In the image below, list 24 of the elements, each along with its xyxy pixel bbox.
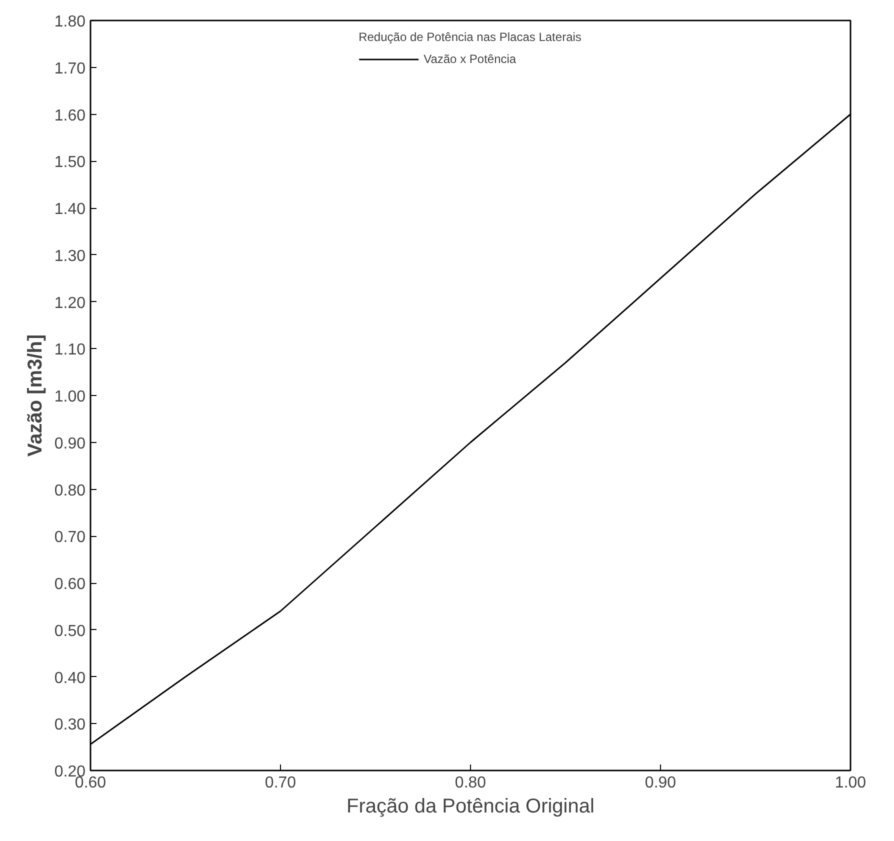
y-tick-label: 1.30 xyxy=(54,248,86,265)
y-tick-label: 1.20 xyxy=(54,294,86,312)
y-tick-label: 0.60 xyxy=(54,576,86,593)
x-tick-label: 0.90 xyxy=(644,774,676,792)
x-tick-label: 0.70 xyxy=(264,774,296,792)
legend-title: Redução de Potência nas Placas Laterais xyxy=(358,30,582,44)
y-tick-label: 1.70 xyxy=(54,60,86,78)
y-tick-label: 1.60 xyxy=(54,107,86,124)
y-tick-label: 1.10 xyxy=(54,342,86,359)
y-axis-title: Vazão [m3/h] xyxy=(24,334,46,457)
y-tick-label: 0.90 xyxy=(54,435,86,452)
y-tick-label: 0.70 xyxy=(54,529,86,546)
y-tick-label: 1.00 xyxy=(54,388,86,406)
legend-label: Vazão x Potência xyxy=(424,52,516,66)
y-tick-label: 0.50 xyxy=(54,622,86,640)
y-tick-label: 1.80 xyxy=(54,14,86,30)
y-tick-label: 1.40 xyxy=(54,201,86,218)
x-tick-label: 0.80 xyxy=(454,774,486,792)
y-tick-label: 0.40 xyxy=(54,670,86,687)
x-axis-title: Fração da Potência Original xyxy=(346,796,594,818)
x-tick-label: 1.00 xyxy=(834,774,866,792)
y-tick-label: 0.80 xyxy=(54,482,86,500)
y-tick-label: 0.30 xyxy=(54,716,86,734)
y-tick-label: 1.50 xyxy=(54,154,86,172)
